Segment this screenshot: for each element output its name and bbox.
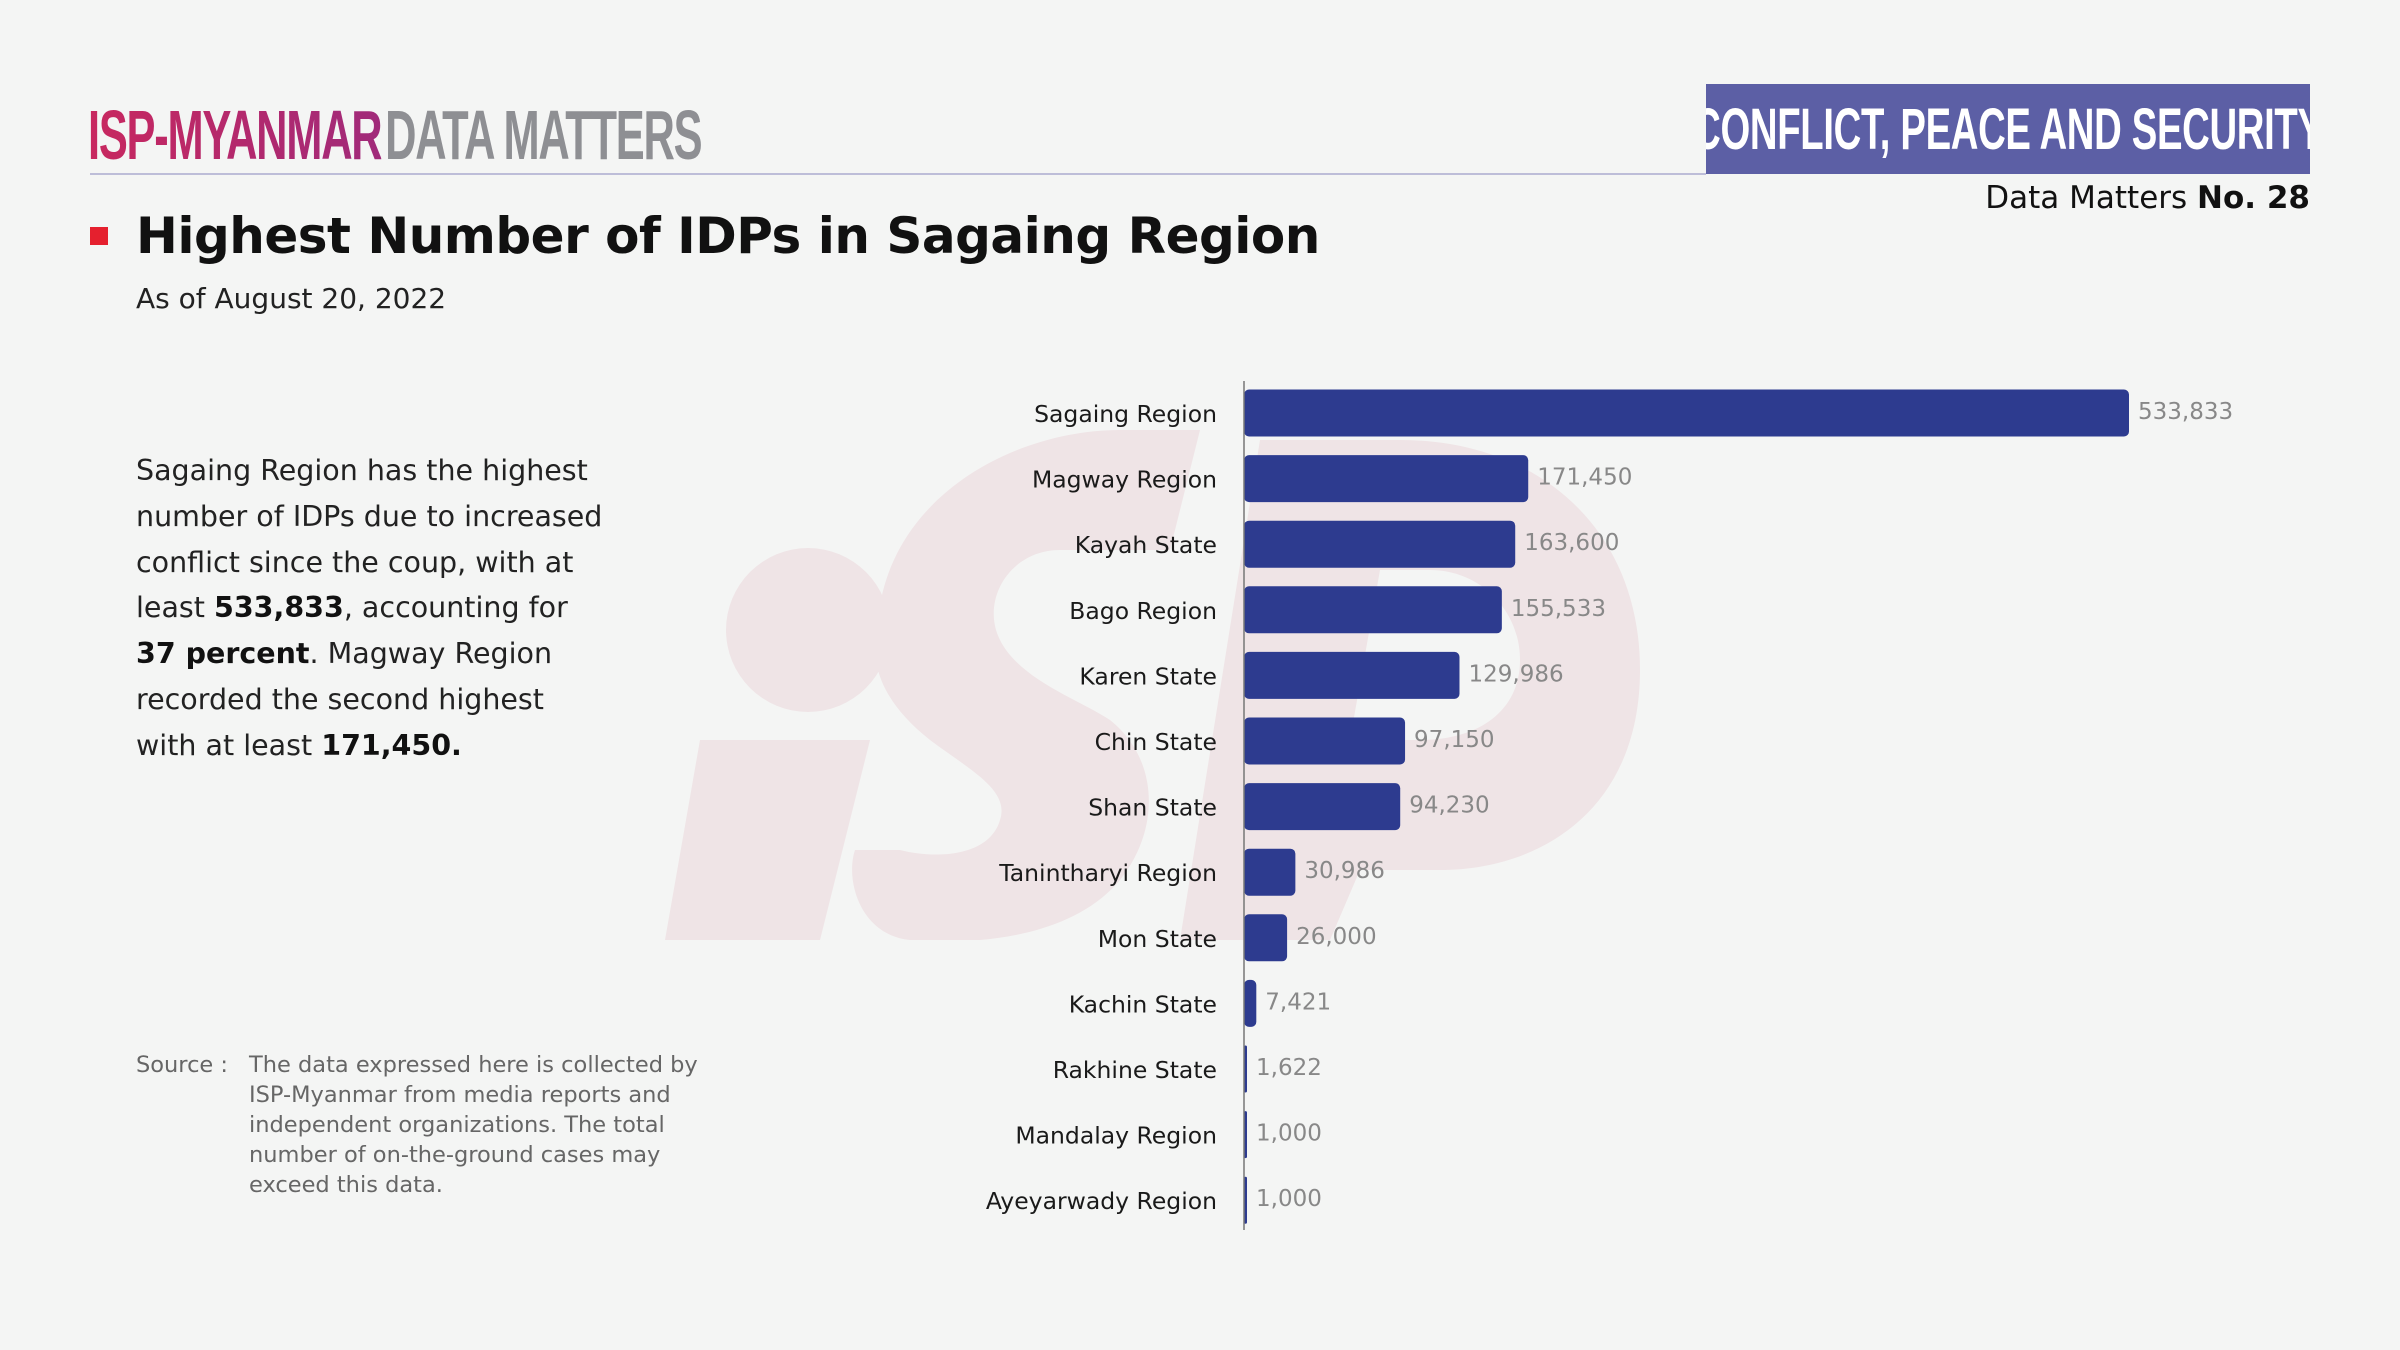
- value-label: 1,000: [1256, 1121, 1322, 1147]
- bar-shan-state: [1244, 783, 1401, 831]
- bar-karen-state: [1244, 651, 1460, 699]
- bar-kachin-state: [1244, 979, 1257, 1027]
- brand-secondary: DATA MATTERS: [385, 96, 702, 174]
- bar-sagaing-region: [1244, 389, 2129, 437]
- category-label: Kayah State: [1075, 531, 1217, 559]
- value-label: 1,622: [1256, 1055, 1322, 1081]
- bar-tanintharyi-region: [1244, 848, 1296, 896]
- category-label: Bago Region: [1069, 597, 1217, 625]
- value-label: 171,450: [1537, 465, 1632, 491]
- title-marker-icon: [90, 227, 108, 245]
- watermark-s: [852, 430, 1200, 940]
- category-label: Tanintharyi Region: [998, 859, 1217, 887]
- category-label: Chin State: [1095, 728, 1217, 756]
- bar-kayah-state: [1244, 520, 1516, 568]
- category-label: Rakhine State: [1053, 1056, 1217, 1084]
- bar-magway-region: [1244, 455, 1529, 503]
- summary-highlight-sagaing: 533,833: [214, 591, 344, 625]
- category-label: Mon State: [1098, 925, 1217, 953]
- category-badge: CONFLICT, PEACE AND SECURITY: [1706, 84, 2310, 174]
- summary-highlight-percent: 37 percent: [136, 637, 310, 671]
- summary-highlight-magway: 171,450.: [321, 728, 462, 762]
- value-label: 163,600: [1524, 530, 1619, 556]
- value-label: 129,986: [1468, 661, 1563, 687]
- value-label: 26,000: [1296, 924, 1376, 950]
- value-label: 533,833: [2138, 399, 2233, 425]
- value-label: 7,421: [1265, 989, 1331, 1015]
- value-label: 155,533: [1511, 596, 1606, 622]
- watermark-dot: [726, 548, 890, 712]
- value-label: 94,230: [1409, 793, 1489, 819]
- page-title: Highest Number of IDPs in Sagaing Region: [136, 207, 1320, 265]
- issue-number-value: No. 28: [2197, 180, 2310, 216]
- category-label: CONFLICT, PEACE AND SECURITY: [1706, 96, 2310, 162]
- category-label: Mandalay Region: [1015, 1122, 1217, 1150]
- issue-number: Data Matters No. 28: [1985, 180, 2310, 216]
- issue-prefix: Data Matters: [1985, 180, 2188, 216]
- summary-text-2: , accounting for: [343, 591, 568, 625]
- category-label: Ayeyarwady Region: [986, 1187, 1217, 1215]
- value-label: 1,000: [1256, 1186, 1322, 1212]
- category-label: Karen State: [1079, 662, 1217, 690]
- source-text: The data expressed here is collected by …: [249, 1052, 698, 1198]
- header-divider: [90, 173, 1706, 175]
- bar-chin-state: [1244, 717, 1406, 765]
- value-label: 97,150: [1414, 727, 1494, 753]
- category-label: Sagaing Region: [1034, 400, 1217, 428]
- summary-text-3: . Magway Region recorded the second high…: [136, 637, 553, 762]
- source-label: Source :: [136, 1052, 229, 1078]
- source-note: Source : The data expressed here is coll…: [136, 1050, 699, 1200]
- category-label: Kachin State: [1069, 990, 1217, 1018]
- bar-bago-region: [1244, 586, 1502, 634]
- value-label: 30,986: [1304, 858, 1384, 884]
- summary-paragraph: Sagaing Region has the highest number of…: [136, 448, 606, 769]
- brand-primary: ISP-MYANMAR: [88, 96, 383, 174]
- watermark-stem: [665, 740, 870, 940]
- brand-logo: ISP-MYANMAR DATA MATTERS: [88, 96, 703, 174]
- category-label: Shan State: [1088, 794, 1217, 822]
- category-label: Magway Region: [1032, 466, 1217, 494]
- page-subtitle: As of August 20, 2022: [136, 282, 447, 315]
- summary-text-1: Sagaing Region has the highest number of…: [136, 454, 603, 625]
- bar-mon-state: [1244, 914, 1288, 962]
